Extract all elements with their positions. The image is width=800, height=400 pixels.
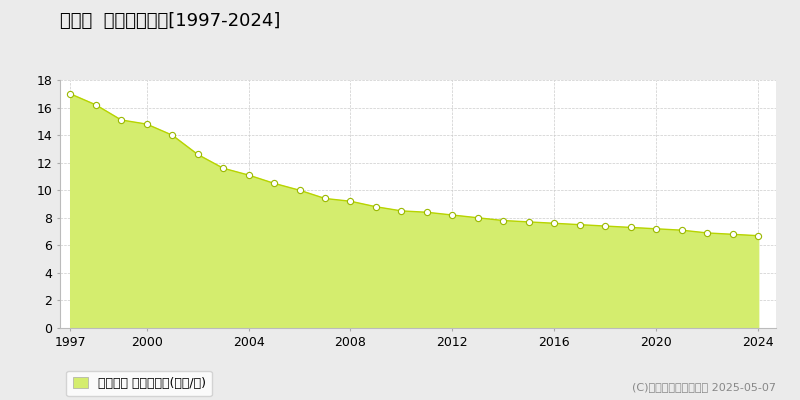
Point: [114, 117, 127, 123]
Point: [574, 222, 586, 228]
Text: (C)土地価格ドットコム 2025-05-07: (C)土地価格ドットコム 2025-05-07: [632, 382, 776, 392]
Point: [421, 209, 434, 216]
Point: [446, 212, 458, 218]
Point: [497, 217, 510, 224]
Point: [140, 121, 153, 127]
Point: [293, 187, 306, 194]
Point: [599, 223, 612, 229]
Point: [471, 214, 484, 221]
Point: [64, 90, 77, 97]
Point: [752, 232, 765, 239]
Point: [242, 172, 255, 178]
Point: [548, 220, 561, 226]
Point: [370, 204, 382, 210]
Point: [701, 230, 714, 236]
Point: [318, 195, 331, 202]
Point: [344, 198, 357, 204]
Point: [191, 151, 204, 158]
Point: [522, 219, 535, 225]
Legend: 基準地価 平均坪単価(万円/坪): 基準地価 平均坪単価(万円/坪): [66, 371, 212, 396]
Point: [217, 165, 230, 171]
Point: [90, 102, 102, 108]
Point: [650, 226, 662, 232]
Text: 御嵩町  基準地価推移[1997-2024]: 御嵩町 基準地価推移[1997-2024]: [60, 12, 280, 30]
Point: [166, 132, 178, 138]
Point: [268, 180, 281, 186]
Point: [624, 224, 637, 231]
Point: [395, 208, 408, 214]
Point: [726, 231, 739, 238]
Point: [675, 227, 688, 233]
